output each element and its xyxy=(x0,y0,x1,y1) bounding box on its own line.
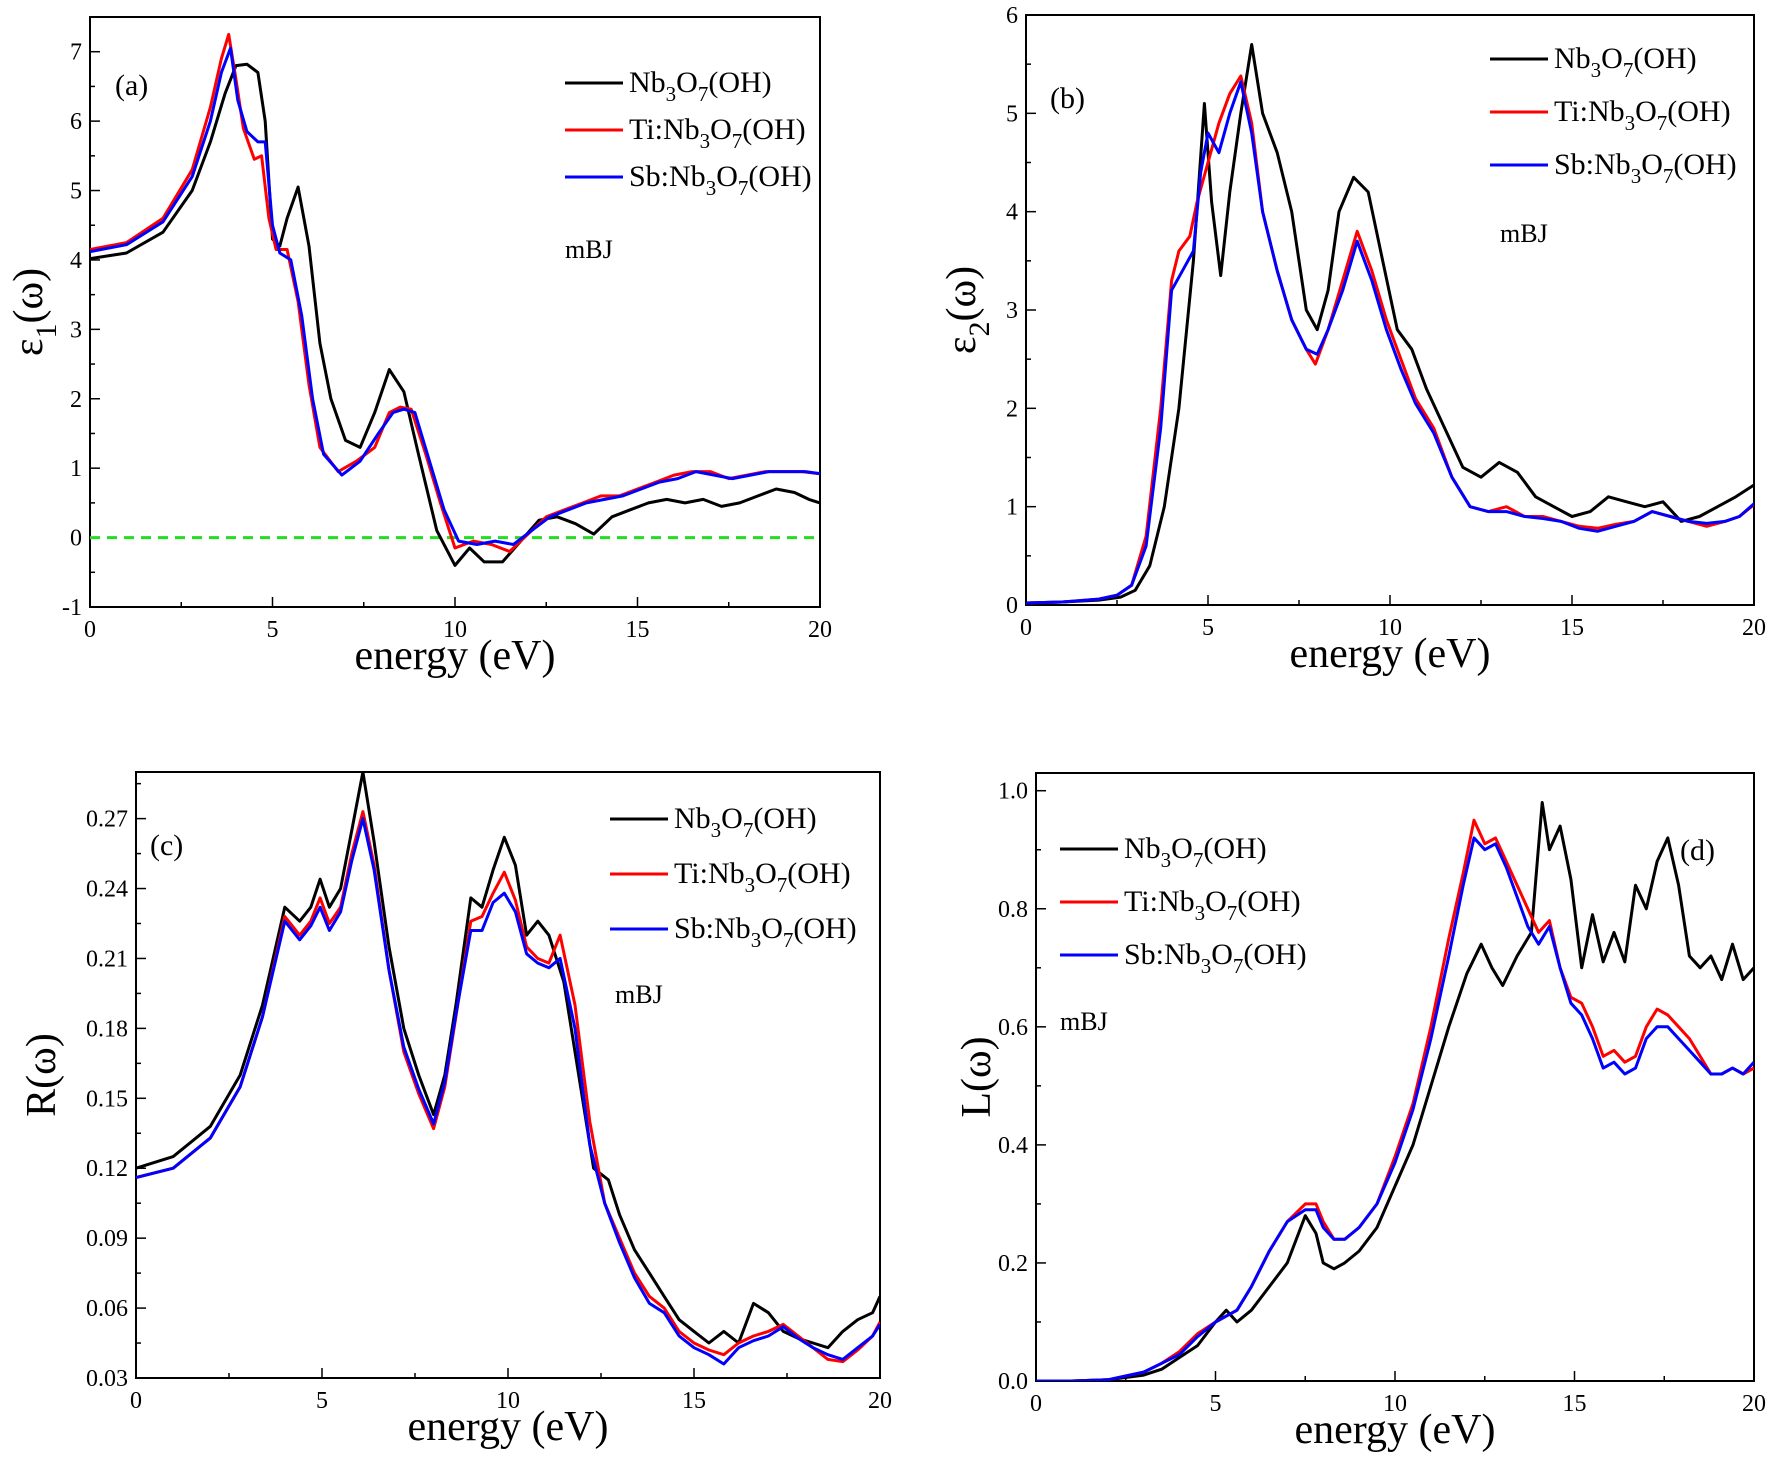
chart-panel-c: 0 5 10 15 20 0.03 0.06 0.09 0.12 0.15 0.18 0.21 0.24… xyxy=(19,771,892,1450)
x-tick-label: 20 xyxy=(1742,615,1766,641)
legend-entry: Sb:Nb3O7(OH) xyxy=(1124,938,1307,978)
series-line-pristine xyxy=(1026,43,1754,605)
y-tick-label: 5 xyxy=(1006,101,1018,127)
legend: Nb3O7(OH) Ti:Nb3O7(OH) Sb:Nb3O7(OH) xyxy=(1060,832,1307,978)
y-tick-label: 0.27 xyxy=(86,807,128,833)
method-label: mBJ xyxy=(1060,1007,1108,1036)
chart-panel-d: 0 5 10 15 20 0.0 0.2 0.4 0.6 0.8 1.0 energy (eV) L(ω… xyxy=(954,772,1766,1453)
y-tick-label: 3 xyxy=(70,317,82,343)
legend: Nb3O7(OH) Ti:Nb3O7(OH) Sb:Nb3O7(OH) xyxy=(610,802,857,952)
y-tick-label: 0.2 xyxy=(998,1251,1028,1277)
y-tick-label: 1.0 xyxy=(998,779,1028,805)
y-axis-label: ε2(ω) xyxy=(939,266,996,354)
x-tick-label: 10 xyxy=(496,1388,520,1414)
y-tick-label: 0.4 xyxy=(998,1133,1028,1159)
y-tick-label: 0.06 xyxy=(86,1296,128,1322)
y-tick-label: -1 xyxy=(62,595,82,621)
series-line-pristine xyxy=(136,772,880,1350)
series-line-sb-doped xyxy=(1026,80,1754,605)
legend: Nb3O7(OH) Ti:Nb3O7(OH) Sb:Nb3O7(OH) xyxy=(1490,42,1737,188)
y-axis-label: ε1(ω) xyxy=(6,268,63,356)
legend-entry: Sb:Nb3O7(OH) xyxy=(1554,148,1737,188)
y-tick-label: 0.09 xyxy=(86,1226,128,1252)
y-tick-label: 0.24 xyxy=(86,877,128,903)
x-tick-label: 0 xyxy=(1030,1391,1042,1417)
y-tick-label: 7 xyxy=(70,40,82,66)
method-label: mBJ xyxy=(1500,219,1548,248)
x-tick-label: 5 xyxy=(267,617,279,643)
x-axis-label: energy (eV) xyxy=(408,1404,609,1450)
y-tick-label: 0.03 xyxy=(86,1366,128,1392)
legend-entry: Nb3O7(OH) xyxy=(1554,42,1697,82)
x-tick-label: 20 xyxy=(868,1388,892,1414)
y-tick-label: 0.0 xyxy=(998,1369,1028,1395)
y-tick-label: 4 xyxy=(1006,200,1018,226)
series-line-ti-doped xyxy=(136,810,880,1364)
series-line-pristine xyxy=(90,62,820,567)
x-tick-label: 10 xyxy=(1378,615,1402,641)
panel-tag: (c) xyxy=(150,829,183,862)
legend: Nb3O7(OH) Ti:Nb3O7(OH) Sb:Nb3O7(OH) xyxy=(565,66,812,200)
x-tick-label: 0 xyxy=(84,617,96,643)
legend-entry: Ti:Nb3O7(OH) xyxy=(1124,885,1301,925)
x-tick-label: 20 xyxy=(1742,1391,1766,1417)
legend-entry: Nb3O7(OH) xyxy=(1124,832,1267,872)
x-tick-label: 0 xyxy=(1020,615,1032,641)
x-tick-label: 15 xyxy=(682,1388,706,1414)
legend-entry: Ti:Nb3O7(OH) xyxy=(629,113,806,153)
x-axis-label: energy (eV) xyxy=(355,633,556,679)
y-tick-label: 6 xyxy=(70,109,82,135)
legend-entry: Nb3O7(OH) xyxy=(674,802,817,842)
y-tick-label: 1 xyxy=(1006,495,1018,521)
y-axis-label: L(ω) xyxy=(954,1036,1000,1117)
y-tick-label: 0.6 xyxy=(998,1015,1028,1041)
y-tick-label: 0.8 xyxy=(998,897,1028,923)
x-tick-label: 10 xyxy=(1383,1391,1407,1417)
legend-entry: Ti:Nb3O7(OH) xyxy=(1554,95,1731,135)
plot-frame xyxy=(89,16,821,608)
x-tick-label: 5 xyxy=(1210,1391,1222,1417)
x-tick-label: 5 xyxy=(316,1388,328,1414)
series-line-sb-doped xyxy=(136,817,880,1366)
y-tick-label: 1 xyxy=(70,456,82,482)
y-tick-label: 0.18 xyxy=(86,1016,128,1042)
x-tick-label: 15 xyxy=(1560,615,1584,641)
y-tick-label: 2 xyxy=(1006,396,1018,422)
chart-panel-b: 0 5 10 15 20 0 1 2 3 4 5 6 energy (eV) ε2(ω) (b) mBJ Nb3… xyxy=(939,3,1766,677)
y-tick-label: 5 xyxy=(70,179,82,205)
method-label: mBJ xyxy=(615,980,663,1009)
y-tick-label: 0.12 xyxy=(86,1156,128,1182)
y-tick-label: 3 xyxy=(1006,298,1018,324)
y-tick-label: 4 xyxy=(70,248,82,274)
legend-entry: Nb3O7(OH) xyxy=(629,66,772,106)
y-tick-label: 2 xyxy=(70,387,82,413)
x-tick-label: 5 xyxy=(1202,615,1214,641)
x-tick-label: 20 xyxy=(808,617,832,643)
y-tick-label: 0.21 xyxy=(86,946,128,972)
panel-tag: (a) xyxy=(115,69,148,102)
panel-tag: (d) xyxy=(1680,834,1715,867)
series-line-sb-doped xyxy=(90,46,820,546)
x-tick-label: 15 xyxy=(626,617,650,643)
x-tick-label: 10 xyxy=(443,617,467,643)
y-tick-label: 0.15 xyxy=(86,1086,128,1112)
x-axis-label: energy (eV) xyxy=(1295,1407,1496,1453)
method-label: mBJ xyxy=(565,235,613,264)
series-line-sb-doped xyxy=(1036,836,1754,1381)
panel-tag: (b) xyxy=(1050,82,1085,115)
y-tick-label: 6 xyxy=(1006,3,1018,29)
y-tick-label: 0 xyxy=(70,526,82,552)
y-tick-label: 0 xyxy=(1006,593,1018,619)
legend-entry: Sb:Nb3O7(OH) xyxy=(674,912,857,952)
legend-entry: Sb:Nb3O7(OH) xyxy=(629,160,812,200)
legend-entry: Ti:Nb3O7(OH) xyxy=(674,857,851,897)
y-axis-label: R(ω) xyxy=(19,1033,65,1117)
x-tick-label: 15 xyxy=(1563,1391,1587,1417)
x-tick-label: 0 xyxy=(130,1388,142,1414)
x-axis-label: energy (eV) xyxy=(1290,631,1491,677)
